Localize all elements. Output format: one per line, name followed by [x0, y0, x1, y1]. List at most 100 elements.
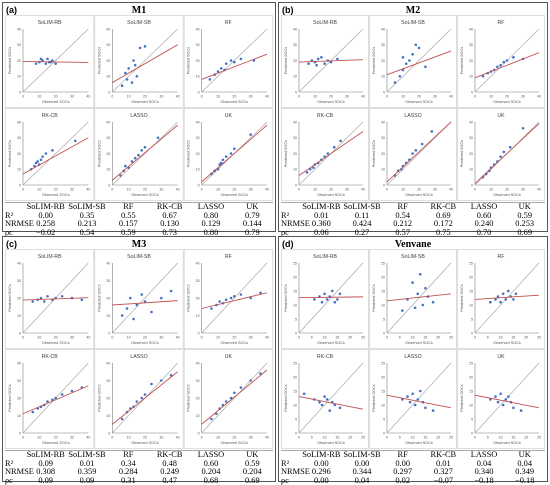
y-tick-label: 0: [471, 431, 473, 435]
row-label: ρc: [5, 475, 13, 485]
y-axis-label: Predicted SOCs: [372, 284, 376, 311]
y-tick-label: 20: [381, 152, 385, 156]
x-tick-label: 40: [265, 336, 269, 340]
data-point: [44, 62, 48, 65]
x-tick-label: 5: [311, 336, 313, 340]
row-label: ρc: [5, 227, 13, 237]
x-axis-label: Observed SOCs: [493, 441, 521, 445]
data-point: [408, 400, 412, 404]
method-header: RK-CB: [430, 450, 457, 459]
subplot-frame: [183, 349, 273, 449]
stats-table: SoLIM-RB SoLIM-SB RF RK-CB LASSO UK R² 0…: [281, 450, 545, 485]
x-tick-label: 5: [487, 336, 489, 340]
data-point: [501, 292, 505, 296]
data-point: [140, 293, 144, 296]
stat-value: 0.09: [79, 475, 95, 485]
row-label: R²: [281, 210, 290, 220]
stat-value: 0.04: [476, 458, 492, 468]
fit-line: [201, 292, 268, 309]
subplot-title: SoLIM-RB: [38, 254, 62, 260]
data-point: [119, 174, 122, 177]
data-point: [46, 57, 49, 61]
data-point: [411, 281, 414, 284]
y-tick-label: 30: [293, 136, 297, 140]
stats-header-row: SoLIM-RB SoLIM-SB RF RK-CB LASSO UK: [5, 202, 273, 212]
y-axis-label: Predicted SOCs: [187, 384, 191, 411]
x-tick-label: 0: [474, 95, 476, 99]
y-tick-label: 30: [106, 279, 110, 283]
stat-value: 0.144: [242, 219, 262, 229]
subplot-frame: [94, 249, 184, 349]
fit-line: [386, 121, 452, 183]
y-axis-label: Predicted SOCs: [372, 47, 376, 74]
x-axis-label: Observed SOCs: [317, 100, 345, 104]
x-tick-label: 40: [265, 436, 269, 440]
y-tick-label: 30: [293, 43, 297, 47]
panel-label: (b): [282, 5, 294, 15]
y-tick-label: 0: [19, 331, 21, 335]
data-point: [339, 139, 342, 143]
y-tick-label: 30: [469, 136, 473, 140]
data-point: [70, 389, 74, 393]
y-axis-label: Predicted SOCs: [8, 47, 12, 74]
data-point: [120, 84, 124, 87]
data-point: [505, 59, 509, 62]
data-point: [46, 294, 49, 298]
subplot-title: SoLIM-SB: [127, 20, 151, 26]
x-axis-label: Observed SOCs: [42, 193, 70, 197]
fit-line: [298, 131, 364, 176]
x-tick-label: 15: [335, 336, 339, 340]
stat-value: 0.212: [393, 219, 413, 229]
data-point: [229, 59, 233, 62]
data-point: [413, 403, 417, 407]
data-point: [328, 409, 332, 412]
y-tick-label: 10: [469, 168, 473, 172]
x-tick-label: 10: [216, 336, 220, 340]
x-axis-label: Observed SOCs: [221, 441, 249, 445]
data-point: [125, 78, 129, 81]
x-tick-label: 10: [401, 95, 405, 99]
data-point: [229, 296, 233, 300]
data-point: [143, 393, 147, 396]
data-point: [512, 298, 515, 301]
y-axis-label: Predicted SOCs: [284, 140, 288, 167]
data-point: [219, 161, 223, 165]
x-tick-label: 15: [511, 436, 515, 440]
row-label: NRMSE: [5, 467, 34, 477]
x-tick-label: 30: [521, 188, 525, 192]
data-point: [41, 155, 44, 158]
y-tick-label: 15: [469, 389, 473, 393]
stat-value: 0.349: [515, 467, 535, 477]
stat-value: 0.75: [436, 227, 451, 237]
x-axis-label: Observed SOCs: [221, 100, 249, 104]
data-point: [143, 300, 147, 303]
data-point: [60, 393, 64, 396]
stat-value: 0.73: [162, 227, 177, 237]
stats-table: SoLIM-RB SoLIM-SB RF RK-CB LASSO UK R² 0…: [281, 202, 545, 237]
y-axis-label: Predicted SOCs: [187, 47, 191, 74]
stat-value: 0.00: [354, 458, 370, 468]
x-axis-label: Observed SOCs: [317, 441, 345, 445]
method-header: SoLIM-SB: [68, 202, 106, 211]
stats-row-nrmse: NRMSE 0.308 0.359 0.284 0.249 0.204 0.20…: [5, 468, 273, 477]
data-point: [325, 298, 329, 301]
stat-value: 0.213: [77, 219, 97, 229]
row-label: NRMSE: [5, 219, 34, 229]
subplot: UK 0 10 20 30 40 0 10 20 30 40 Observed SOCs Predict…: [457, 108, 545, 201]
method-header: RF: [397, 450, 408, 459]
stat-value: 0.02: [395, 475, 410, 485]
y-tick-label: 15: [381, 389, 385, 393]
y-axis-label: Predicted SOCs: [284, 284, 288, 311]
data-point: [224, 62, 228, 65]
stats-table: SoLIM-RB SoLIM-SB RF RK-CB LASSO UK R² 0…: [5, 202, 273, 237]
data-point: [130, 81, 134, 84]
x-tick-label: 0: [386, 436, 388, 440]
x-tick-label: 40: [86, 336, 90, 340]
x-axis-label: Observed SOCs: [405, 193, 433, 197]
subplot-title: RK-CB: [317, 354, 334, 360]
data-point: [323, 395, 326, 398]
x-tick-label: 20: [143, 95, 147, 99]
fit-line: [22, 385, 89, 415]
y-tick-label: 20: [17, 59, 21, 63]
subplot: LASSO 0 5 10 15 20 25 0 5 10 15 20 25 Observed SOCs Pr…: [369, 349, 457, 449]
